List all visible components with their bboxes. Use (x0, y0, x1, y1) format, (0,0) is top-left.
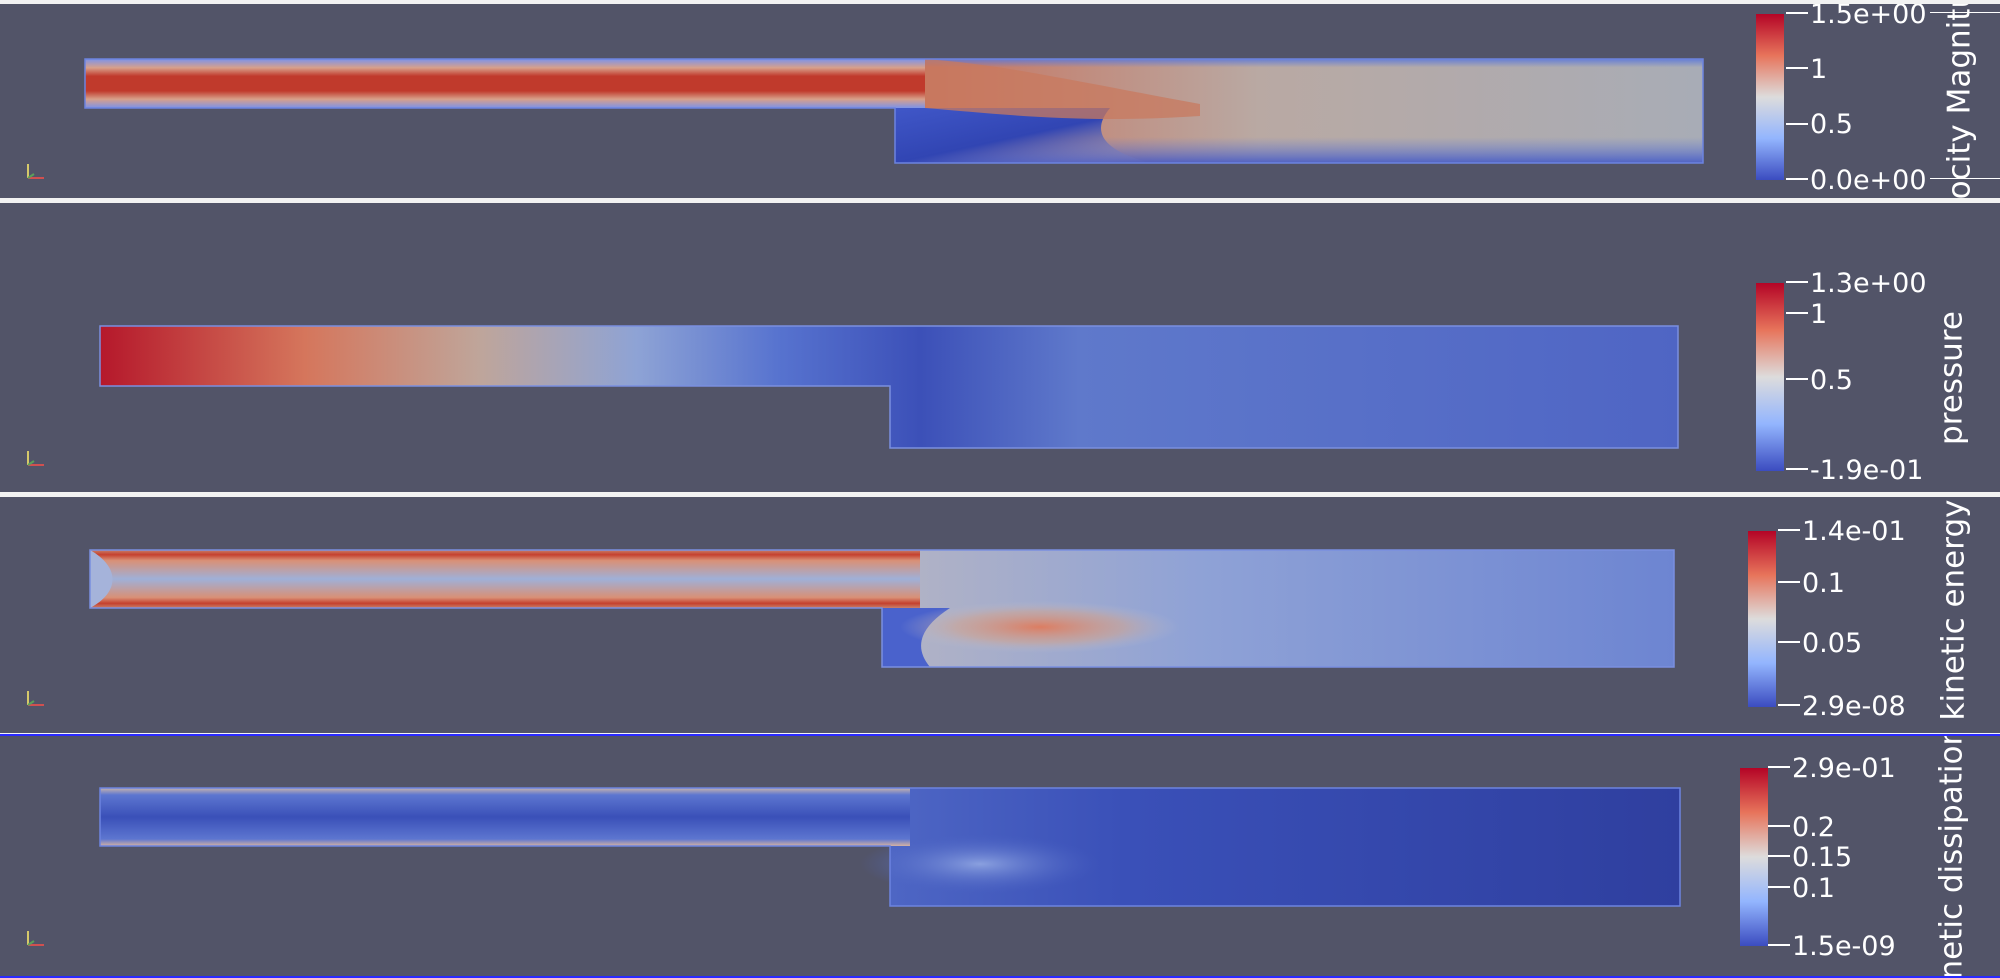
colorbar-tick-label: 0.1 (1792, 873, 1835, 904)
orientation-axes-icon (26, 687, 48, 709)
render-view-kinetic-energy[interactable]: 1.4e-01 0.1 0.05 2.9e-08 kinetic energy (0, 497, 2000, 733)
ke-shear-layer (900, 601, 1180, 653)
dissipation-inlet-channel (100, 788, 910, 846)
colorbar-max-label: 1.4e-01 (1802, 516, 1906, 547)
colorbar-tick-label: 0.2 (1792, 812, 1835, 843)
colorbar-pressure (1756, 283, 1784, 471)
colorbar-title: pressure (1933, 311, 1970, 445)
dissipation-shear-layer (860, 834, 1100, 894)
pressure-field-plot[interactable] (0, 203, 1720, 492)
orientation-axes-icon (26, 160, 48, 182)
velocity-recirculation-zone (895, 108, 1150, 163)
colorbar-min-label: 0.0e+00 (1810, 165, 1927, 196)
colorbar-tick-label: 0.5 (1810, 109, 1853, 140)
colorbar-title: kinetic energy (1935, 499, 1972, 721)
colorbar-tick-label: 0.1 (1802, 568, 1845, 599)
colorbar-tick-label: 1 (1810, 54, 1828, 85)
ke-inlet-edge (90, 550, 113, 608)
colorbar-title: kinetic dissipation (1933, 734, 1970, 978)
ke-inlet-channel (90, 550, 920, 608)
velocity-field-plot[interactable] (0, 4, 1720, 198)
kinetic-dissipation-field-plot[interactable] (0, 736, 1720, 976)
kinetic-energy-field-plot[interactable] (0, 497, 1720, 733)
colorbar-tick-label: 0.15 (1792, 842, 1853, 873)
velocity-jet-expansion (925, 59, 1200, 119)
pressure-domain (99, 325, 1679, 449)
colorbar-kinetic-dissipation (1740, 768, 1768, 946)
colorbar-max-label: 2.9e-01 (1792, 753, 1896, 784)
colorbar-title: Velocity Magnitude (1941, 4, 1978, 198)
colorbar-max-label: 1.3e+00 (1810, 268, 1927, 299)
velocity-inlet-channel (85, 59, 925, 108)
colorbar-tick-label: 0.05 (1802, 628, 1863, 659)
colorbar-velocity (1756, 14, 1784, 180)
orientation-axes-icon (26, 927, 48, 949)
colorbar-tick-label: 0.5 (1810, 365, 1853, 396)
orientation-axes-icon (26, 447, 48, 469)
colorbar-kinetic-energy (1748, 531, 1776, 707)
render-view-velocity[interactable]: 1.5e+00 1 0.5 0.0e+00 Velocity Magnitude (0, 4, 2000, 198)
colorbar-min-label: -1.9e-01 (1810, 455, 1924, 486)
colorbar-max-label: 1.5e+00 (1810, 4, 1927, 30)
colorbar-tick-label: 1 (1810, 299, 1828, 330)
colorbar-min-label: 1.5e-09 (1792, 931, 1896, 962)
render-view-pressure[interactable]: 1.3e+00 1 0.5 -1.9e-01 pressure (0, 203, 2000, 492)
colorbar-min-label: 2.9e-08 (1802, 691, 1906, 722)
render-view-kinetic-dissipation[interactable]: 2.9e-01 0.2 0.15 0.1 1.5e-09 kinetic dis… (0, 734, 2000, 978)
